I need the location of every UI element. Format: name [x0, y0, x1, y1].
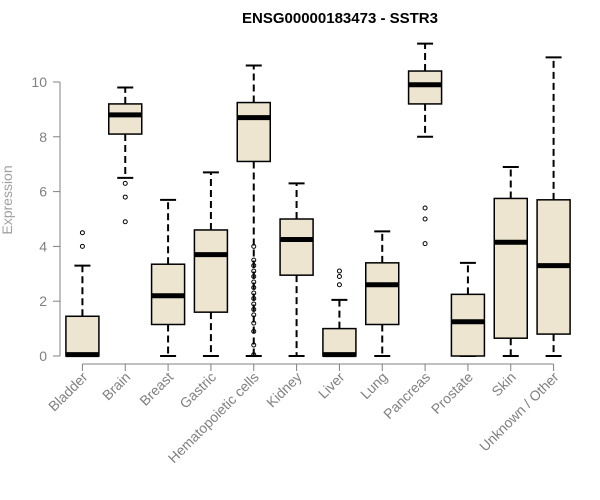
outlier-point	[122, 219, 128, 225]
outlier-point	[251, 301, 257, 307]
y-tick-label: 6	[39, 184, 47, 200]
box-hematopoietic-cells	[236, 64, 271, 358]
x-tick-label: Prostate	[428, 369, 476, 417]
outlier-point	[251, 243, 257, 249]
outlier-point	[251, 342, 257, 348]
box-gastric	[193, 171, 229, 357]
box-prostate	[450, 261, 486, 357]
outlier-point	[251, 263, 257, 269]
outlier-point	[251, 306, 257, 312]
outlier-point	[251, 328, 257, 334]
x-tick-label: Skin	[488, 369, 519, 400]
box-iqr	[236, 101, 271, 163]
outlier-point	[251, 279, 257, 285]
y-tick-label: 4	[39, 238, 47, 254]
box-kidney	[279, 182, 314, 357]
outlier-point	[251, 320, 257, 326]
box-liver	[322, 268, 357, 358]
outlier-point	[251, 257, 257, 263]
box-iqr	[407, 70, 443, 105]
box-unknown-other	[536, 56, 571, 357]
x-tick-label: Liver	[315, 369, 348, 402]
box-iqr	[493, 197, 528, 339]
box-iqr	[108, 103, 143, 135]
x-tick-label: Unknown / Other	[476, 369, 562, 455]
y-axis: 0 2 4 6 8 10	[31, 74, 61, 364]
outlier-point	[336, 268, 342, 274]
box-bladder	[65, 230, 100, 358]
outlier-point	[422, 241, 428, 247]
box-iqr	[279, 218, 314, 276]
outlier-point	[251, 285, 257, 290]
x-tick-label: Bladder	[45, 369, 91, 415]
outlier-point	[79, 230, 85, 236]
y-tick-label: 0	[39, 348, 47, 364]
outlier-point	[336, 274, 342, 280]
y-tick-label: 2	[39, 293, 47, 309]
x-tick-label: Lung	[357, 369, 390, 402]
outlier-point	[251, 268, 257, 274]
x-tick-label: Pancreas	[380, 369, 433, 422]
box-iqr	[365, 262, 400, 326]
outlier-point	[422, 205, 428, 211]
outlier-point	[422, 216, 428, 222]
x-tick-label: Breast	[136, 369, 176, 409]
outlier-point	[251, 295, 257, 301]
y-axis-label: Expression	[0, 165, 15, 234]
x-tick-label: Brain	[99, 369, 133, 403]
x-tick-label: Kidney	[263, 369, 305, 411]
outlier-point	[251, 290, 257, 296]
box-iqr	[193, 229, 229, 313]
outlier-point	[122, 180, 128, 186]
chart-title: ENSG00000183473 - SSTR3	[242, 10, 438, 27]
y-tick-label: 10	[31, 74, 47, 90]
y-tick-label: 8	[39, 129, 47, 145]
boxes-group	[65, 42, 571, 358]
box-iqr	[450, 293, 486, 357]
outlier-point	[251, 312, 257, 318]
box-iqr	[322, 327, 357, 357]
outlier-point	[79, 243, 85, 249]
box-iqr	[65, 315, 100, 357]
outlier-point	[122, 194, 128, 200]
box-brain	[108, 86, 143, 225]
outlier-point	[336, 282, 342, 288]
box-skin	[493, 165, 528, 357]
outlier-point	[251, 352, 257, 358]
outlier-point	[251, 274, 257, 280]
box-pancreas	[407, 42, 443, 247]
box-lung	[365, 230, 400, 357]
x-tick-label: Gastric	[176, 369, 219, 412]
box-breast	[150, 198, 186, 357]
